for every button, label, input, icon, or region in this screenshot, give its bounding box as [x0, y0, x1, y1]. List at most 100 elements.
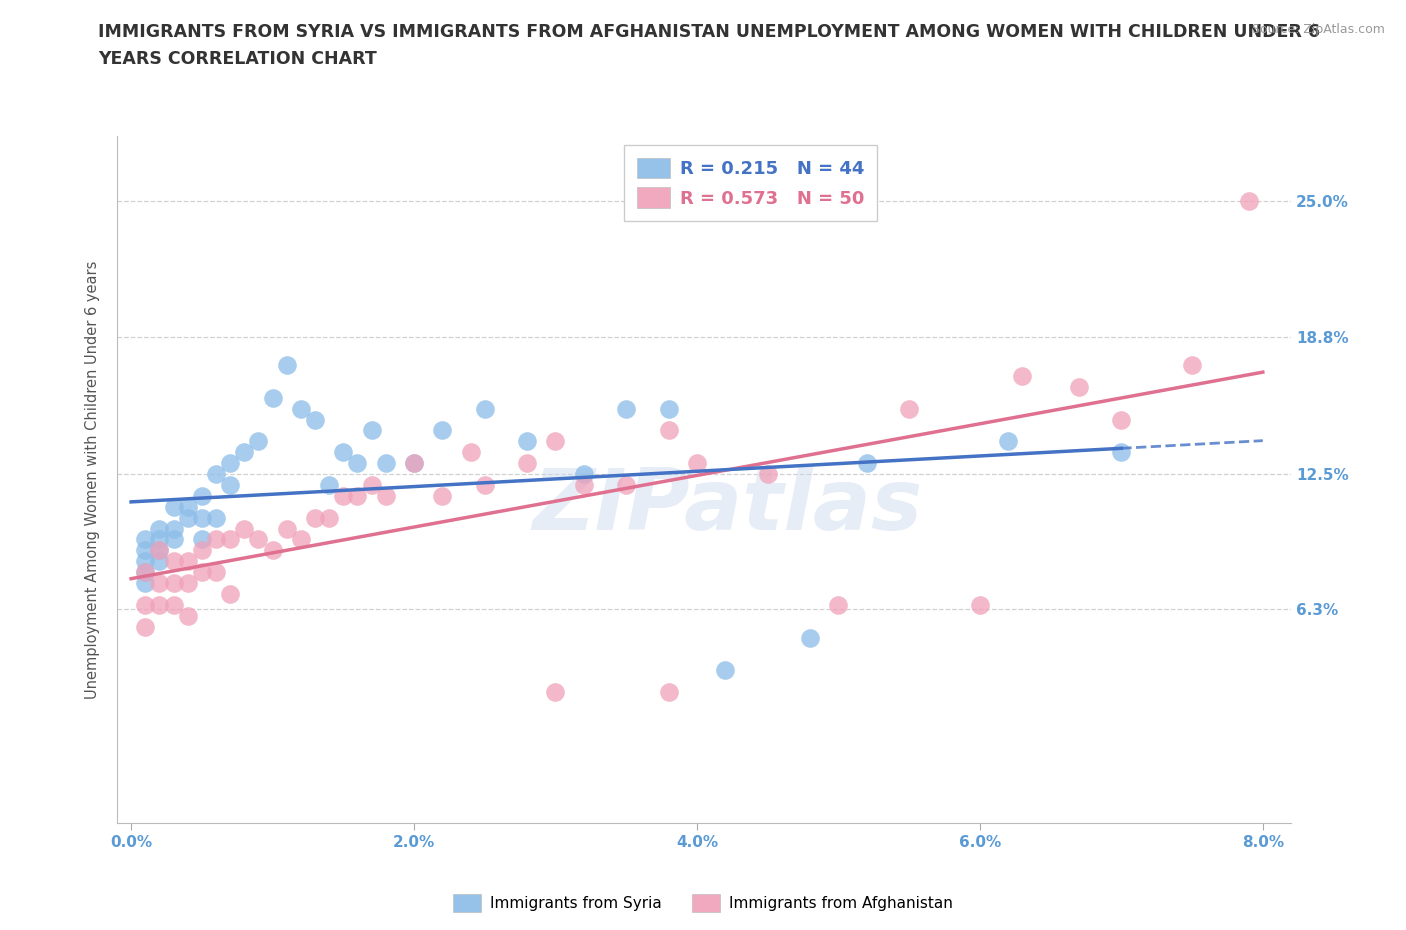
Point	[827, 597, 849, 612]
Point	[205, 532, 228, 547]
Point	[614, 477, 637, 492]
Point	[686, 456, 709, 471]
Point	[134, 597, 156, 612]
Point	[432, 488, 454, 503]
Point	[134, 565, 156, 579]
Point	[134, 619, 156, 634]
Point	[191, 543, 214, 558]
Point	[191, 565, 214, 579]
Point	[290, 401, 312, 416]
Point	[219, 532, 242, 547]
Point	[855, 456, 877, 471]
Point	[374, 488, 396, 503]
Point	[205, 467, 228, 482]
Point	[346, 456, 368, 471]
Point	[304, 511, 326, 525]
Point	[176, 554, 198, 569]
Point	[474, 477, 496, 492]
Point	[162, 597, 184, 612]
Text: Source: ZipAtlas.com: Source: ZipAtlas.com	[1251, 23, 1385, 36]
Point	[997, 434, 1019, 449]
Point	[176, 608, 198, 623]
Point	[460, 445, 482, 459]
Point	[346, 488, 368, 503]
Point	[969, 597, 991, 612]
Y-axis label: Unemployment Among Women with Children Under 6 years: Unemployment Among Women with Children U…	[86, 260, 100, 698]
Point	[544, 684, 567, 699]
Point	[205, 511, 228, 525]
Point	[262, 391, 284, 405]
Text: IMMIGRANTS FROM SYRIA VS IMMIGRANTS FROM AFGHANISTAN UNEMPLOYMENT AMONG WOMEN WI: IMMIGRANTS FROM SYRIA VS IMMIGRANTS FROM…	[98, 23, 1320, 68]
Point	[148, 543, 170, 558]
Point	[360, 477, 382, 492]
Point	[614, 401, 637, 416]
Point	[1111, 445, 1133, 459]
Point	[162, 521, 184, 536]
Point	[572, 467, 595, 482]
Point	[276, 357, 298, 372]
Point	[432, 423, 454, 438]
Point	[134, 532, 156, 547]
Point	[162, 554, 184, 569]
Point	[572, 477, 595, 492]
Point	[247, 532, 270, 547]
Point	[134, 543, 156, 558]
Point	[374, 456, 396, 471]
Point	[148, 576, 170, 591]
Point	[162, 576, 184, 591]
Point	[162, 499, 184, 514]
Point	[318, 511, 340, 525]
Point	[402, 456, 425, 471]
Point	[134, 565, 156, 579]
Point	[658, 423, 681, 438]
Point	[148, 521, 170, 536]
Point	[247, 434, 270, 449]
Point	[176, 499, 198, 514]
Point	[148, 597, 170, 612]
Legend: R = 0.215   N = 44, R = 0.573   N = 50: R = 0.215 N = 44, R = 0.573 N = 50	[624, 145, 877, 221]
Point	[191, 488, 214, 503]
Point	[219, 456, 242, 471]
Point	[544, 434, 567, 449]
Point	[176, 576, 198, 591]
Point	[474, 401, 496, 416]
Point	[148, 554, 170, 569]
Point	[898, 401, 921, 416]
Point	[332, 445, 354, 459]
Point	[658, 401, 681, 416]
Point	[176, 511, 198, 525]
Point	[332, 488, 354, 503]
Point	[134, 576, 156, 591]
Point	[756, 467, 779, 482]
Point	[799, 631, 821, 645]
Point	[219, 587, 242, 602]
Point	[304, 412, 326, 427]
Point	[233, 445, 256, 459]
Point	[205, 565, 228, 579]
Point	[658, 684, 681, 699]
Point	[162, 532, 184, 547]
Point	[1181, 357, 1204, 372]
Point	[1111, 412, 1133, 427]
Point	[402, 456, 425, 471]
Text: ZIPatlas: ZIPatlas	[533, 466, 922, 549]
Point	[262, 543, 284, 558]
Point	[219, 477, 242, 492]
Point	[148, 543, 170, 558]
Point	[191, 511, 214, 525]
Point	[516, 456, 538, 471]
Point	[276, 521, 298, 536]
Point	[148, 532, 170, 547]
Point	[233, 521, 256, 536]
Point	[191, 532, 214, 547]
Legend: Immigrants from Syria, Immigrants from Afghanistan: Immigrants from Syria, Immigrants from A…	[447, 888, 959, 918]
Point	[360, 423, 382, 438]
Point	[1067, 379, 1090, 394]
Point	[714, 663, 737, 678]
Point	[516, 434, 538, 449]
Point	[318, 477, 340, 492]
Point	[134, 554, 156, 569]
Point	[1237, 194, 1260, 209]
Point	[1011, 368, 1033, 383]
Point	[290, 532, 312, 547]
